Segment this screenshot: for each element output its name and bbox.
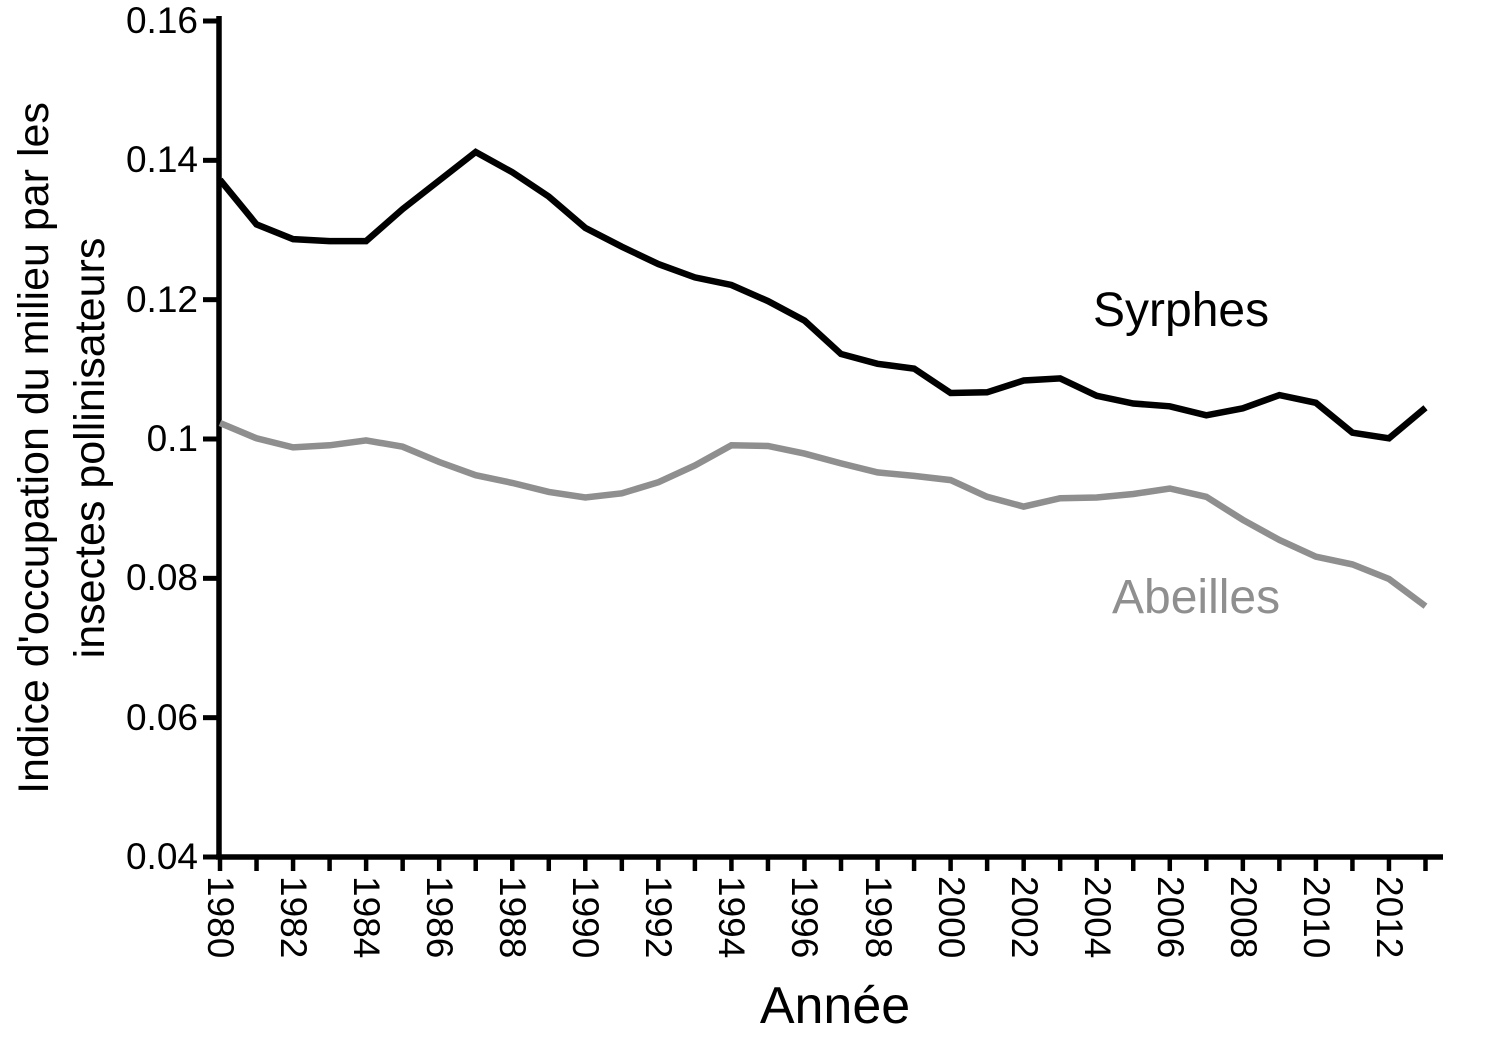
x-tick-label: 1996	[784, 876, 826, 959]
x-tick-label: 1982	[273, 876, 315, 959]
series-line-abeilles	[218, 420, 1428, 609]
x-tick-label: 2010	[1295, 876, 1337, 959]
x-tick-label: 2006	[1149, 876, 1191, 959]
y-tick-label: 0.14	[125, 139, 198, 181]
x-tick-label: 2000	[930, 876, 972, 959]
series-line-syrphes	[217, 148, 1428, 442]
x-tick-label: 2002	[1003, 876, 1045, 959]
y-tick-label: 0.1	[146, 418, 198, 459]
x-axis-title: Année	[759, 977, 911, 1035]
y-tick-label: 0.06	[125, 696, 198, 738]
x-tick-label: 1998	[857, 876, 899, 959]
axis-ticks	[203, 18, 1428, 871]
axes	[216, 16, 1443, 860]
series-label-syrphes: Syrphes	[1093, 284, 1270, 337]
x-tick-label: 1990	[565, 876, 607, 959]
x-tick-label: 1984	[346, 876, 388, 959]
data-series-lines	[217, 148, 1428, 609]
x-tick-label: 1988	[492, 876, 534, 959]
y-axis-title: Indice d'occupation du milieu par les in…	[6, 58, 118, 838]
y-tick-label: 0.12	[125, 278, 198, 320]
x-tick-label: 2008	[1222, 876, 1264, 959]
y-tick-label: 0.16	[125, 0, 198, 41]
x-tick-label: 1994	[711, 876, 753, 959]
y-tick-label: 0.08	[125, 557, 198, 599]
y-axis-title-line2: insectes pollinisateurs	[66, 237, 114, 659]
x-tick-label: 1986	[419, 876, 461, 959]
y-tick-label: 0.04	[125, 836, 198, 877]
x-tick-label: 2004	[1076, 876, 1118, 959]
y-axis-title-line1: Indice d'occupation du milieu par les	[10, 102, 58, 794]
x-tick-label: 2012	[1368, 876, 1410, 959]
x-tick-label: 1980	[200, 876, 241, 959]
x-tick-label: 1992	[638, 876, 680, 959]
series-label-abeilles: Abeilles	[1112, 571, 1281, 624]
